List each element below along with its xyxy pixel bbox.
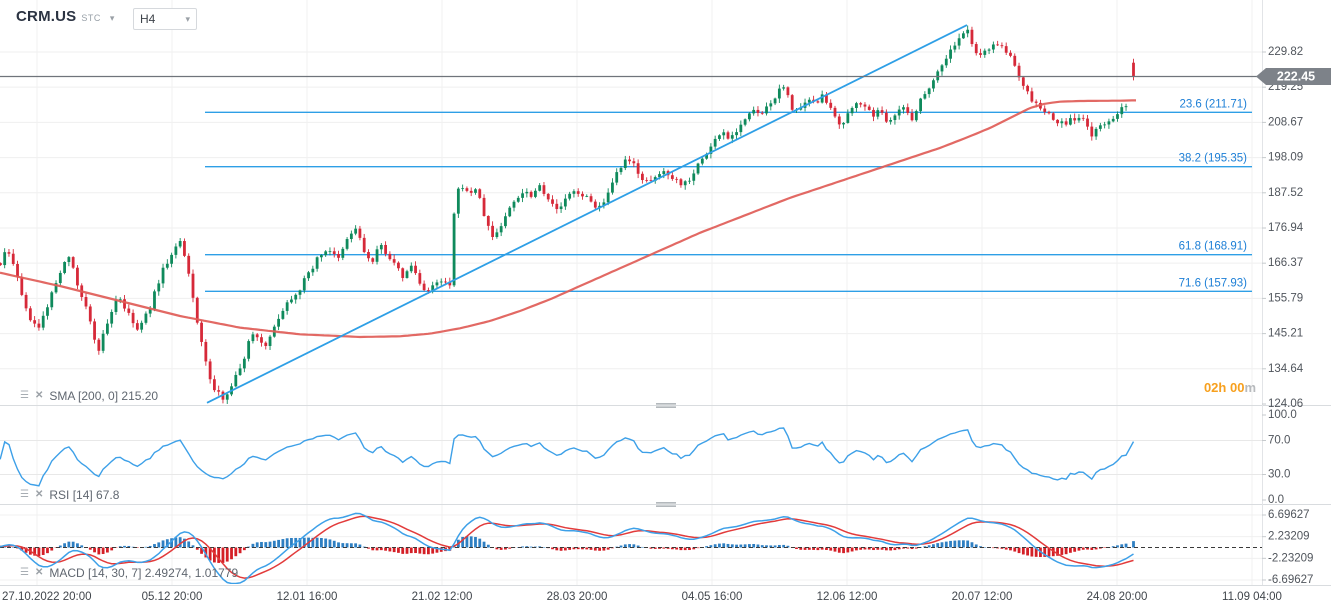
fibonacci-retracement[interactable]: 23.6 (211.71) 38.2 (195.35) 61.8 (168.91) 7… <box>205 98 1252 292</box>
time-tick-label: 05.12 20:00 <box>142 591 203 603</box>
instrument-selector[interactable]: CRM.US STC ▾ <box>16 8 114 25</box>
time-tick-label: 12.06 12:00 <box>817 591 878 603</box>
macd-tick-label: -6.69627 <box>1268 574 1313 586</box>
time-tick-label: 27.10.2022 20:00 <box>2 591 92 603</box>
macd-tick-label: 6.69627 <box>1268 509 1310 521</box>
chevron-down-icon: ▾ <box>185 13 190 24</box>
indicator-settings-icon[interactable]: ☰ <box>20 489 29 500</box>
instrument-symbol: CRM.US <box>16 8 77 25</box>
time-axis[interactable]: 27.10.2022 20:00 05.12 20:00 12.01 16:00 21… <box>2 591 1282 603</box>
rsi-indicator-label-row: ☰ ✕ RSI [14] 67.8 <box>20 488 119 502</box>
gridlines <box>0 0 1262 585</box>
sma-indicator-label: SMA [200, 0] 215.20 <box>49 389 159 403</box>
fib-level-label: 23.6 (211.71) <box>1179 98 1247 110</box>
candlesticks-layer <box>0 25 1135 404</box>
price-tick-label: 187.52 <box>1268 187 1303 199</box>
rsi-indicator-label: RSI [14] 67.8 <box>49 488 120 502</box>
price-tick-label: 176.94 <box>1268 222 1304 234</box>
countdown-value: 02h 00 <box>1203 380 1245 395</box>
trendline[interactable] <box>206 24 968 404</box>
price-tick-label: 166.37 <box>1268 257 1303 269</box>
macd-histogram <box>0 536 1135 563</box>
indicator-close-icon[interactable]: ✕ <box>34 489 44 500</box>
rsi-tick-label: 100.0 <box>1268 409 1297 421</box>
macd-line <box>0 512 1134 584</box>
timeframe-dropdown[interactable]: H4 ▾ <box>133 8 197 30</box>
macd-tick-label: -2.23209 <box>1268 552 1313 564</box>
time-tick-label: 11.09 04:00 <box>1222 591 1282 603</box>
price-axis[interactable]: 229.82219.25208.67198.09187.52176.94166.… <box>1262 46 1313 586</box>
fib-level-label: 38.2 (195.35) <box>1179 153 1248 165</box>
price-tick-label: 229.82 <box>1268 46 1303 58</box>
countdown-unit: m <box>1244 380 1256 395</box>
sma-indicator-label-row: ☰ ✕ SMA [200, 0] 215.20 <box>20 389 158 403</box>
price-tick-label: 155.79 <box>1268 292 1303 304</box>
macd-indicator-label: MACD [14, 30, 7] 2.49274, 1.01779 <box>49 566 239 580</box>
instrument-suffix: STC <box>81 13 101 23</box>
price-tick-label: 134.64 <box>1268 363 1304 375</box>
macd-tick-label: 2.23209 <box>1268 531 1310 543</box>
time-tick-label: 20.07 12:00 <box>952 591 1013 603</box>
indicator-settings-icon[interactable]: ☰ <box>20 390 29 401</box>
rsi-line <box>0 427 1135 487</box>
price-tick-label: 208.67 <box>1268 116 1303 128</box>
current-price-badge: 222.45 <box>1256 68 1331 86</box>
time-tick-label: 12.01 16:00 <box>277 591 338 603</box>
price-tick-label: 198.09 <box>1268 152 1303 164</box>
sma200-line[interactable] <box>0 99 1136 339</box>
rsi-tick-label: 30.0 <box>1268 469 1290 481</box>
fib-level-label: 71.6 (157.93) <box>1179 277 1248 289</box>
fib-level-label: 61.8 (168.91) <box>1179 241 1248 253</box>
price-tick-label: 145.21 <box>1268 328 1303 340</box>
current-price-value: 222.45 <box>1277 70 1315 84</box>
indicator-close-icon[interactable]: ✕ <box>34 567 44 578</box>
indicator-settings-icon[interactable]: ☰ <box>20 567 29 578</box>
time-tick-label: 28.03 20:00 <box>547 591 608 603</box>
price-tick-label: 124.06 <box>1268 398 1303 410</box>
rsi-tick-label: 70.0 <box>1268 435 1290 447</box>
time-tick-label: 21.02 12:00 <box>412 591 473 603</box>
timeframe-value: H4 <box>140 12 156 26</box>
macd-indicator-label-row: ☰ ✕ MACD [14, 30, 7] 2.49274, 1.01779 <box>20 566 238 580</box>
candle-close-countdown: 02h 00m <box>1204 380 1256 395</box>
panel-dividers <box>0 403 1331 586</box>
rsi-tick-label: 0.0 <box>1268 494 1284 506</box>
time-tick-label: 24.08 20:00 <box>1087 591 1148 603</box>
time-tick-label: 04.05 16:00 <box>682 591 743 603</box>
indicator-close-icon[interactable]: ✕ <box>34 390 44 401</box>
chevron-down-icon: ▾ <box>109 13 115 23</box>
